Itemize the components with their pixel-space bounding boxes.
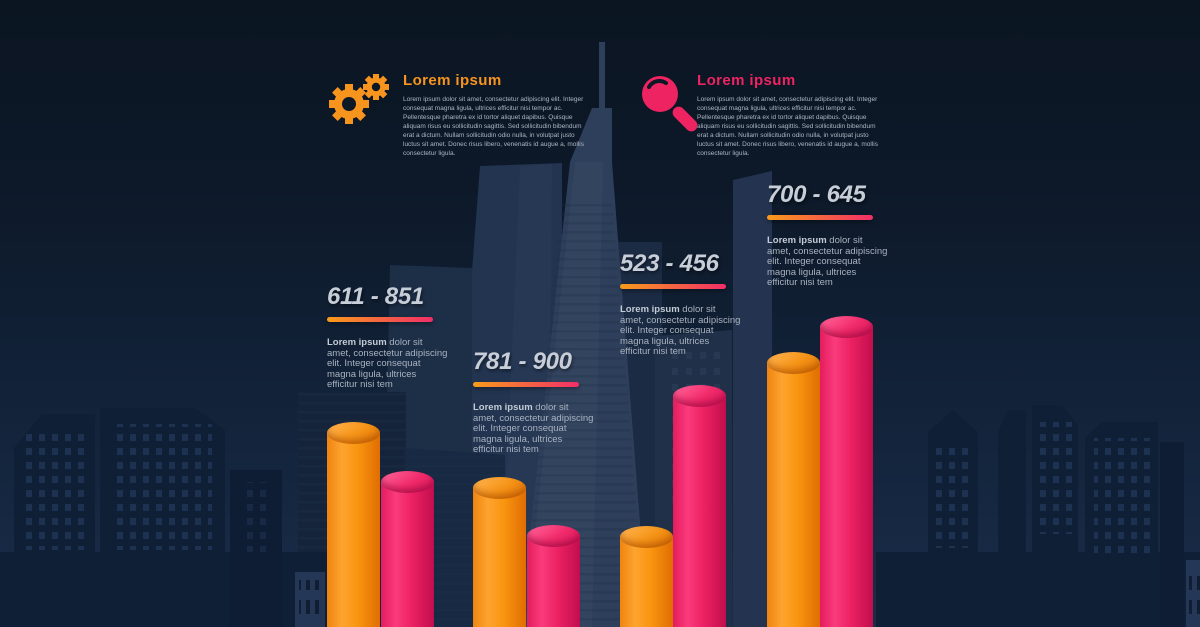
bar-top-ellipse: [473, 477, 526, 499]
feature-body-text: Lorem ipsum dolor sit amet, consectetur …: [697, 96, 879, 157]
stat-rest: dolor sit amet, consectetur adipiscing e…: [767, 235, 888, 288]
bar-cylinder-pink-pair2: [527, 525, 580, 627]
bar-body: [327, 433, 380, 627]
gears-icon: [329, 74, 389, 124]
bar-cylinder-orange-pair1: [327, 422, 380, 627]
bar-body: [527, 536, 580, 627]
bar-cylinder-pink-pair4: [820, 316, 873, 627]
bar-top-ellipse: [620, 526, 673, 548]
stat-block-3: 523 - 456 Lorem ipsum dolor sit amet, co…: [620, 250, 750, 358]
bar-top-ellipse: [820, 316, 873, 338]
bar-cylinder-orange-pair3: [620, 526, 673, 627]
stat-rest: dolor sit amet, consectetur adipiscing e…: [620, 304, 741, 357]
bar-top-ellipse: [381, 471, 434, 493]
bar-cylinder-orange-pair4: [767, 352, 820, 627]
stat-lead: Lorem ipsum: [620, 304, 680, 315]
stat-block-4: 700 - 645 Lorem ipsum dolor sit amet, co…: [767, 181, 897, 289]
feature-title: Lorem ipsum: [403, 72, 502, 89]
stat-rest: dolor sit amet, consectetur adipiscing e…: [473, 402, 594, 455]
gradient-underline: [620, 284, 726, 289]
stat-rest: dolor sit amet, consectetur adipiscing e…: [327, 337, 448, 390]
feature-title: Lorem ipsum: [697, 72, 796, 89]
stat-block-1: 611 - 851 Lorem ipsum dolor sit amet, co…: [327, 283, 457, 391]
stat-description: Lorem ipsum dolor sit amet, consectetur …: [327, 337, 448, 391]
stat-range-label: 781 - 900: [473, 348, 572, 375]
bar-body: [767, 363, 820, 627]
feature-block-magnifier: Lorem ipsum Lorem ipsum dolor sit amet, …: [697, 73, 881, 158]
stat-description: Lorem ipsum dolor sit amet, consectetur …: [620, 304, 741, 358]
bar-cylinder-orange-pair2: [473, 477, 526, 627]
bar-top-ellipse: [327, 422, 380, 444]
bar-top-ellipse: [527, 525, 580, 547]
bar-cylinder-pink-pair3: [673, 385, 726, 627]
bar-cylinder-pink-pair1: [381, 471, 434, 627]
bar-top-ellipse: [767, 352, 820, 374]
stat-description: Lorem ipsum dolor sit amet, consectetur …: [767, 235, 888, 289]
gradient-underline: [767, 215, 873, 220]
stat-description: Lorem ipsum dolor sit amet, consectetur …: [473, 402, 594, 456]
magnifier-icon: [642, 76, 698, 132]
gradient-underline: [473, 382, 579, 387]
bar-top-ellipse: [673, 385, 726, 407]
stat-lead: Lorem ipsum: [473, 402, 533, 413]
feature-block-gears: Lorem ipsum Lorem ipsum dolor sit amet, …: [403, 73, 587, 158]
bar-body: [381, 482, 434, 627]
bar-body: [620, 537, 673, 627]
stat-block-2: 781 - 900 Lorem ipsum dolor sit amet, co…: [473, 348, 603, 456]
bar-body: [820, 327, 873, 627]
stat-lead: Lorem ipsum: [327, 337, 387, 348]
bar-body: [473, 488, 526, 627]
bar-body: [673, 396, 726, 627]
stat-range-label: 611 - 851: [327, 283, 424, 310]
stat-lead: Lorem ipsum: [767, 235, 827, 246]
feature-body-text: Lorem ipsum dolor sit amet, consectetur …: [403, 96, 585, 157]
stat-range-label: 523 - 456: [620, 250, 719, 277]
gradient-underline: [327, 317, 433, 322]
right-skyline: [876, 405, 1200, 627]
stat-range-label: 700 - 645: [767, 181, 866, 208]
left-skyline: [0, 408, 345, 627]
